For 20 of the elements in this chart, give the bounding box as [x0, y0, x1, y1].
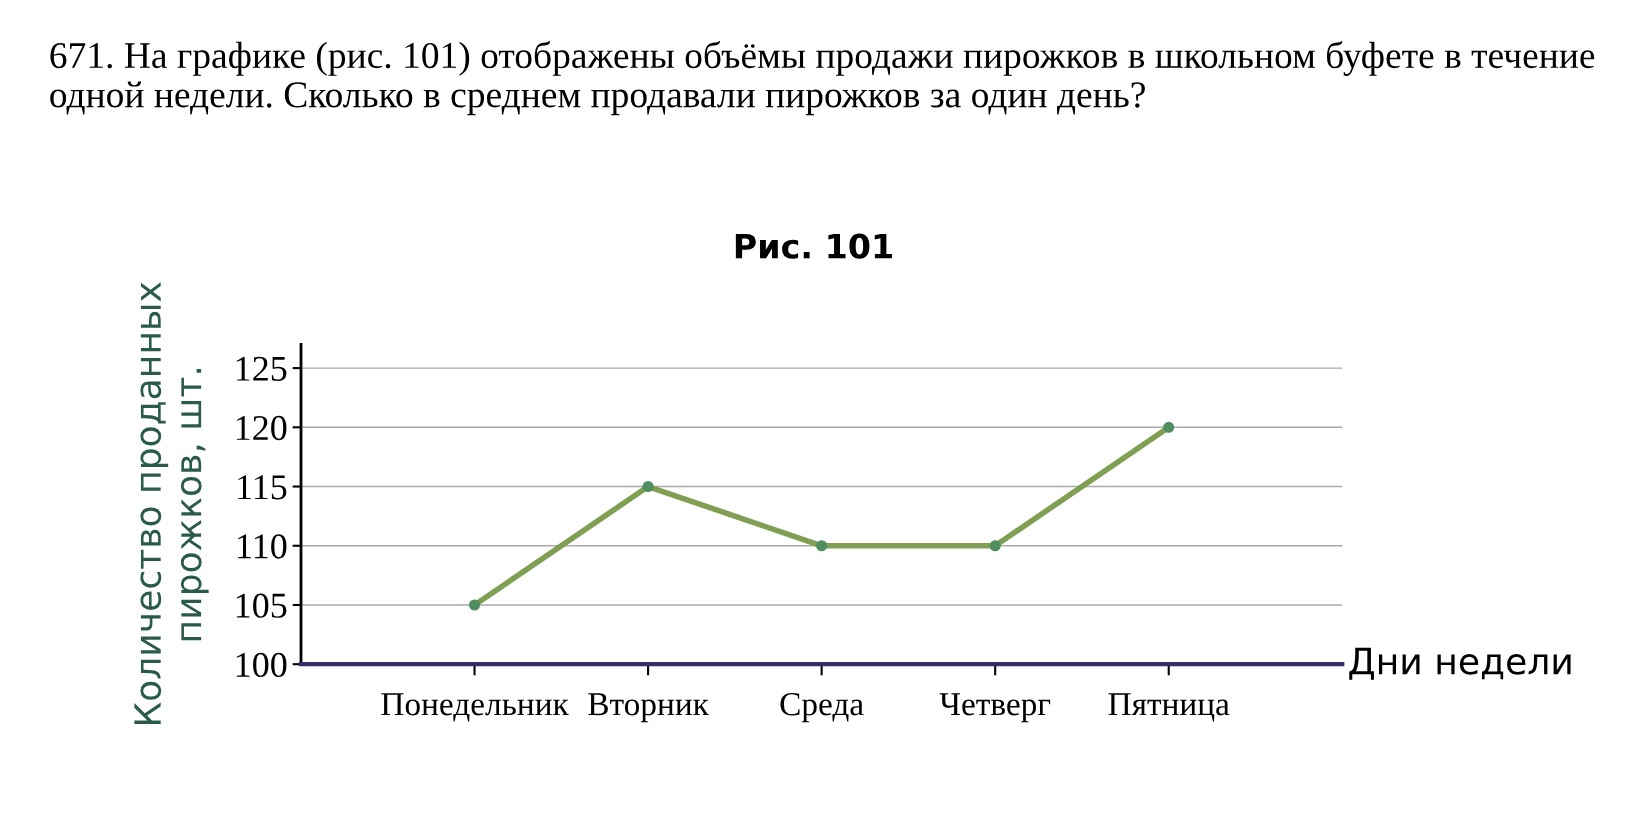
y-tick-label: 100: [236, 652, 287, 678]
point: [989, 540, 1001, 552]
point: [816, 540, 828, 552]
y-tick-label: 110: [238, 534, 287, 559]
x-tick-label: Понедельник: [381, 693, 569, 722]
y-tick-label: 105: [236, 593, 287, 618]
text: 671. На графике (рис. 101) отображены объёмы продажи пирожков в школьном буфете в течение одной недели. Сколько в среднем продавали пирожков за один день?: [50, 41, 1595, 116]
y-axis-title: Количество проданных пирожков, шт.: [134, 282, 209, 724]
y-tick-label: 125: [236, 356, 287, 381]
x-axis-title: Дни недели: [1349, 647, 1571, 680]
x-tick-label: Среда: [780, 693, 864, 723]
point: [468, 599, 481, 611]
x-tick-label: Пятница: [1108, 693, 1230, 722]
x-tick-label: Четверг: [939, 693, 1051, 723]
point: [642, 480, 654, 493]
chart-title: Рис. 101: [735, 233, 892, 259]
y-tick-label: 115: [238, 475, 287, 500]
point: [1163, 421, 1175, 433]
y-tick-label: 120: [236, 415, 287, 441]
x-tick-label: Вторник: [588, 693, 709, 723]
